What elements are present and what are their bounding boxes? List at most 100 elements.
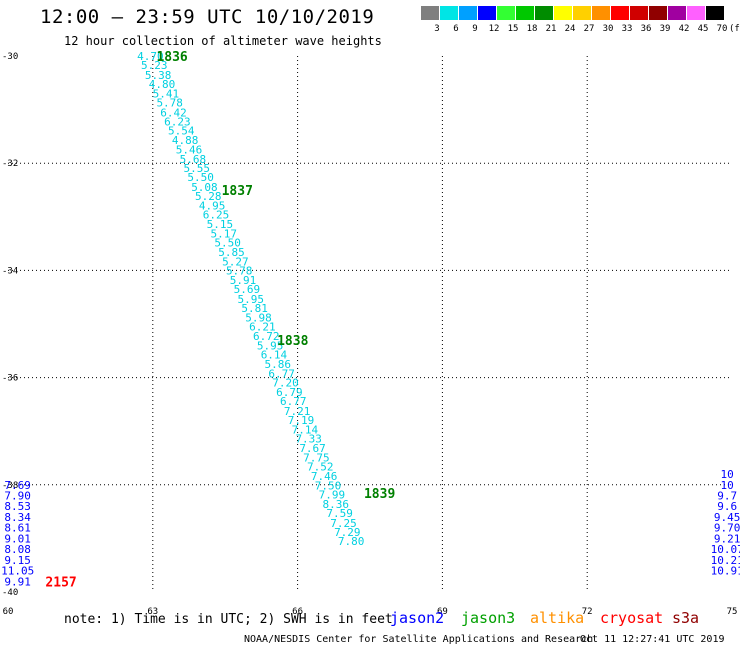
legend-label: 36: [640, 24, 652, 34]
data-point-label: 7.21: [284, 405, 311, 418]
legend-label: 42: [678, 24, 690, 34]
data-point-label: 11.05: [1, 565, 34, 578]
legend-label: 39: [659, 24, 671, 34]
data-point-label: 10.91: [711, 565, 740, 578]
data-point-label: 7.99: [319, 488, 346, 501]
data-point-label: 5.55: [183, 162, 210, 175]
data-point-label: 9.15: [4, 554, 31, 567]
data-point-label: 10.07: [711, 543, 740, 556]
data-point-label: 7.90: [4, 490, 31, 503]
data-point-label: 7.46: [311, 470, 338, 483]
legend-swatch: [573, 6, 591, 20]
legend-swatch: [535, 6, 553, 20]
legend-swatch: [592, 6, 610, 20]
time-label: 2157: [45, 575, 76, 590]
data-point-label: 7.52: [307, 461, 334, 474]
data-point-label: 5.50: [214, 237, 241, 250]
x-tick-label: 69: [437, 607, 448, 617]
data-point-label: 6.14: [261, 349, 288, 362]
data-point-label: 7.59: [326, 507, 353, 520]
data-point-label: 9.91: [4, 575, 31, 588]
time-label: 1837: [222, 184, 253, 199]
chart-title: 12:00 – 23:59 UTC 10/10/2019: [40, 6, 375, 28]
y-tick-label: -38: [2, 481, 18, 491]
legend-label: 30: [602, 24, 614, 34]
data-point-label: 7.29: [334, 526, 361, 539]
data-point-label: 9.21: [714, 532, 740, 545]
data-point-label: 5.38: [145, 69, 172, 82]
legend-swatch: [516, 6, 534, 20]
legend-swatch: [706, 6, 724, 20]
satellite-cryosat: cryosat: [600, 609, 664, 627]
legend-unit: (ft): [729, 24, 740, 34]
data-point-label: 8.08: [4, 543, 31, 556]
data-point-label: 5.50: [187, 171, 214, 184]
satellite-s3a: s3a: [672, 609, 700, 627]
data-point-label: 5.68: [180, 153, 207, 166]
legend-swatch: [554, 6, 572, 20]
data-point-label: 7.19: [288, 414, 315, 427]
data-point-label: 6.23: [164, 115, 191, 128]
time-label: 1836: [156, 50, 187, 65]
data-point-label: 9.70: [714, 522, 740, 535]
data-point-label: 5.78: [156, 97, 183, 110]
data-point-label: 7.75: [303, 451, 330, 464]
data-point-label: 6.77: [268, 367, 295, 380]
x-tick-label: 75: [727, 607, 738, 617]
y-tick-label: -34: [2, 266, 18, 276]
data-point-label: 5.54: [168, 125, 195, 138]
data-point-label: 5.41: [153, 88, 180, 101]
data-point-label: 8.53: [4, 500, 31, 513]
x-tick-label: 60: [3, 607, 14, 617]
data-point-label: 7.33: [295, 433, 322, 446]
data-point-label: 5.98: [245, 312, 272, 325]
y-tick-label: -36: [2, 374, 18, 384]
data-point-label: 5.95: [238, 293, 265, 306]
data-point-label: 5.81: [241, 302, 268, 315]
data-point-label: 8.34: [4, 511, 31, 524]
x-tick-label: 63: [147, 607, 158, 617]
x-tick-label: 66: [292, 607, 303, 617]
legend-label: 9: [472, 24, 478, 34]
data-point-label: 6.79: [276, 386, 303, 399]
legend-swatch: [459, 6, 477, 20]
y-tick-label: -32: [2, 159, 18, 169]
data-point-label: 7.25: [330, 517, 357, 530]
data-point-label: 8.61: [4, 522, 31, 535]
data-point-label: 7.67: [299, 442, 326, 455]
footer-note: note: 1) Time is in UTC; 2) SWH is in fe…: [64, 612, 393, 627]
data-point-label: 7.20: [272, 376, 299, 389]
data-point-label: 10.21: [711, 554, 740, 567]
data-point-label: 5.95: [257, 339, 284, 352]
data-point-label: 5.86: [265, 358, 292, 371]
data-point-label: 6.21: [249, 321, 276, 334]
data-point-label: 5.17: [211, 227, 238, 240]
data-point-label: 7.14: [292, 424, 319, 437]
data-point-label: 5.91: [230, 274, 257, 287]
legend-label: 6: [453, 24, 459, 34]
legend-label: 45: [697, 24, 709, 34]
data-point-label: 5.27: [222, 255, 249, 268]
data-point-label: 6.25: [203, 209, 230, 222]
data-point-label: 5.85: [218, 246, 245, 259]
data-point-label: 9.01: [4, 532, 31, 545]
legend-label: 18: [526, 24, 538, 34]
data-point-label: 5.69: [234, 283, 261, 296]
legend-label: 3: [434, 24, 440, 34]
legend-label: 21: [545, 24, 557, 34]
data-point-label: 6.42: [160, 106, 187, 119]
data-point-label: 8.36: [322, 498, 349, 511]
data-point-label: 4.70: [137, 50, 164, 63]
data-point-label: 9.45: [714, 511, 740, 524]
legend-swatch: [611, 6, 629, 20]
data-point-label: 7.50: [315, 479, 342, 492]
data-point-label: 5.08: [191, 181, 218, 194]
data-point-label: 4.95: [199, 200, 226, 213]
legend-swatch: [630, 6, 648, 20]
legend-label: 27: [583, 24, 595, 34]
data-point-label: 7.69: [4, 479, 31, 492]
data-point-label: 5.78: [226, 264, 253, 277]
legend-swatch: [668, 6, 686, 20]
footer-credit: NOAA/NESDIS Center for Satellite Applica…: [244, 634, 594, 645]
data-point-label: 4.88: [172, 134, 199, 147]
